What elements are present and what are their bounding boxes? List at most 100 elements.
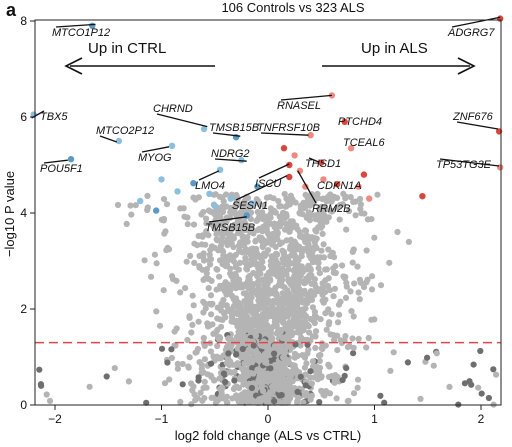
bulk-point <box>350 350 357 357</box>
bulk-point <box>203 215 210 222</box>
bulk-point <box>351 280 358 287</box>
bulk-point <box>153 308 160 315</box>
bulk-point <box>272 243 279 250</box>
down-point <box>137 197 144 205</box>
bulk-point <box>294 388 301 395</box>
bulk-point <box>247 215 254 223</box>
bulk-point <box>357 195 364 203</box>
bulk-point <box>334 319 342 326</box>
bulk-point <box>207 261 214 268</box>
bulk-point <box>315 265 322 272</box>
bulk-point <box>311 198 318 205</box>
bulk-point <box>223 393 230 400</box>
bulk-point <box>219 208 227 216</box>
bulk-point <box>255 278 262 285</box>
bulk-point <box>336 216 343 223</box>
bulk-point <box>273 330 280 337</box>
bulk-point <box>216 273 223 280</box>
down-point <box>190 180 197 187</box>
bulk-point <box>430 362 437 369</box>
bulk-point <box>214 213 221 220</box>
bulk-point <box>260 202 267 209</box>
bulk-point <box>303 266 310 273</box>
bulk-point <box>200 254 207 261</box>
bulk-point <box>259 209 266 216</box>
gene-label: NDRG2 <box>211 148 250 160</box>
bulk-point <box>144 204 151 211</box>
bulk-point <box>317 351 324 359</box>
bulk-point <box>230 385 237 393</box>
gene-label: RNASEL <box>277 100 321 112</box>
bulk-point <box>304 238 311 245</box>
bulk-point <box>347 288 354 295</box>
down-point <box>153 207 160 214</box>
bulk-point <box>198 369 205 377</box>
bulk-point <box>232 264 239 271</box>
bulk-point <box>192 196 199 203</box>
up-point <box>360 171 368 178</box>
bulk-point <box>260 241 268 248</box>
down-point <box>211 202 218 209</box>
bulk-point <box>243 265 250 272</box>
bulk-point <box>358 210 365 217</box>
bulk-point <box>177 289 184 296</box>
gene-leader-line <box>99 135 118 143</box>
bulk-point <box>280 366 287 373</box>
bulk-point <box>232 251 239 258</box>
bulk-point <box>313 228 320 235</box>
bulk-point <box>325 275 332 282</box>
bulk-point <box>179 360 186 368</box>
bulk-point <box>143 399 150 406</box>
bulk-point <box>254 216 261 224</box>
down-point <box>227 195 234 202</box>
bulk-point <box>354 263 361 270</box>
down-point <box>115 137 123 145</box>
bulk-point <box>327 331 334 338</box>
bulk-point <box>240 381 247 388</box>
bulk-point <box>331 379 338 386</box>
bulk-point <box>305 276 312 283</box>
bulk-point <box>357 279 364 286</box>
bulk-point <box>355 335 362 342</box>
y-tick-label: 8 <box>20 14 27 28</box>
bulk-point <box>253 329 260 336</box>
bulk-point <box>309 358 316 365</box>
bulk-point <box>161 380 169 387</box>
bulk-point <box>334 347 341 354</box>
bulk-point <box>275 372 282 380</box>
bulk-point <box>394 228 401 236</box>
bulk-point <box>242 360 249 367</box>
bulk-point <box>183 258 190 265</box>
gene-label: TMSB15B <box>205 222 255 234</box>
gene-leader-line <box>208 216 247 223</box>
bulk-point <box>350 313 357 320</box>
bulk-point <box>246 272 253 279</box>
bulk-point <box>263 373 270 380</box>
bulk-point <box>273 263 280 270</box>
bulk-point <box>239 220 246 227</box>
bulk-point <box>350 344 357 351</box>
bulk-point <box>252 238 259 245</box>
bulk-point <box>377 282 385 289</box>
bulk-point <box>275 282 282 289</box>
bulk-point <box>223 291 230 298</box>
bulk-point <box>256 396 263 403</box>
bulk-point <box>316 270 323 277</box>
panel-label: a <box>6 0 17 20</box>
bulk-point <box>267 214 274 221</box>
bulk-point <box>174 365 181 372</box>
gene-label: TBX5 <box>40 111 68 123</box>
bulk-point <box>168 354 175 362</box>
bulk-point <box>207 292 215 299</box>
bulk-point <box>86 383 93 390</box>
bulk-point <box>360 284 368 291</box>
bulk-point <box>283 360 291 367</box>
bulk-point <box>169 273 176 280</box>
bulk-point <box>311 374 318 381</box>
bulk-point <box>307 368 314 375</box>
bulk-point <box>213 266 220 273</box>
bulk-point <box>213 231 220 238</box>
bulk-point <box>238 391 246 398</box>
bulk-point <box>233 361 240 368</box>
bulk-point <box>223 302 230 309</box>
